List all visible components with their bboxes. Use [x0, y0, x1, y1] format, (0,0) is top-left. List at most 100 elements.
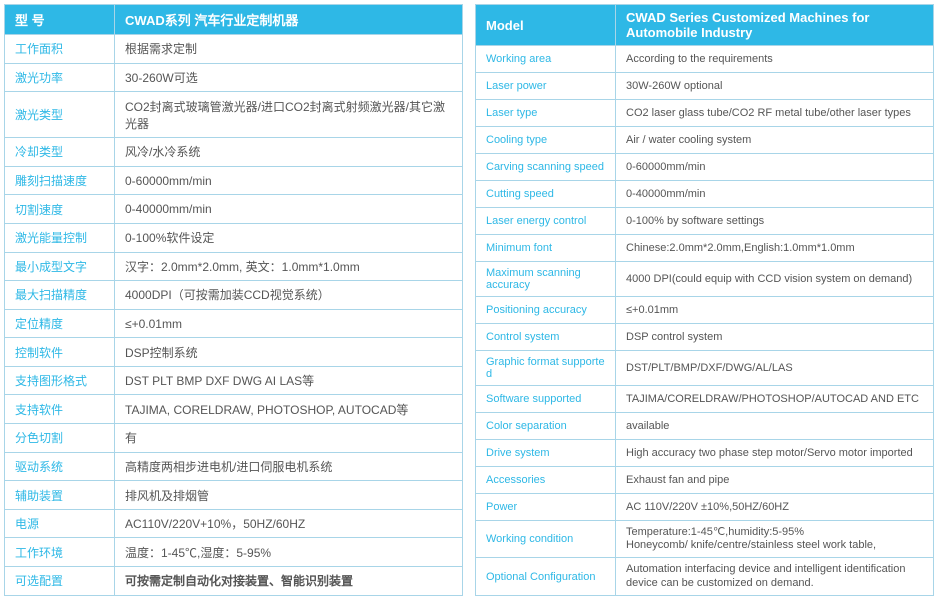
row-label: Working area: [476, 46, 616, 73]
row-label: 电源: [5, 509, 115, 538]
spec-table-cn: 型 号 CWAD系列 汽车行业定制机器 工作面积根据需求定制激光功率30-260…: [4, 4, 463, 596]
row-label: Carving scanning speed: [476, 154, 616, 181]
row-value: AC110V/220V+10%，50HZ/60HZ: [115, 509, 463, 538]
row-label: Minimum font: [476, 235, 616, 262]
table-row: 支持图形格式DST PLT BMP DXF DWG AI LAS等: [5, 366, 463, 395]
row-label: Power: [476, 494, 616, 521]
row-label: 最小成型文字: [5, 252, 115, 281]
spec-table-en: Model CWAD Series Customized Machines fo…: [475, 4, 934, 596]
row-value: 30W-260W optional: [616, 73, 934, 100]
table-row: Color separationavailable: [476, 413, 934, 440]
row-value: DST PLT BMP DXF DWG AI LAS等: [115, 366, 463, 395]
table-row: 冷却类型风冷/水冷系统: [5, 138, 463, 167]
row-label: 控制软件: [5, 338, 115, 367]
row-label: Maximum scanning accuracy: [476, 262, 616, 297]
row-value: DST/PLT/BMP/DXF/DWG/AL/LAS: [616, 351, 934, 386]
table-row: Software supportedTAJIMA/CORELDRAW/PHOTO…: [476, 386, 934, 413]
row-label: 最大扫描精度: [5, 281, 115, 310]
row-label: Accessories: [476, 467, 616, 494]
row-value: 4000 DPI(could equip with CCD vision sys…: [616, 262, 934, 297]
table-row: 驱动系统高精度两相步进电机/进口伺服电机系统: [5, 452, 463, 481]
row-label: 雕刻扫描速度: [5, 166, 115, 195]
row-value: Automation interfacing device and intell…: [616, 558, 934, 595]
row-label: 支持软件: [5, 395, 115, 424]
row-value: ≤+0.01mm: [616, 297, 934, 324]
row-label: 切割速度: [5, 195, 115, 224]
row-value: 4000DPI（可按需加装CCD视觉系统）: [115, 281, 463, 310]
table-row: 最小成型文字汉字：2.0mm*2.0mm, 英文：1.0mm*1.0mm: [5, 252, 463, 281]
row-value: DSP控制系统: [115, 338, 463, 367]
table-row: 激光类型CO2封离式玻璃管激光器/进口CO2封离式射频激光器/其它激光器: [5, 92, 463, 138]
table-row: Minimum fontChinese:2.0mm*2.0mm,English:…: [476, 235, 934, 262]
table-row: 工作面积根据需求定制: [5, 35, 463, 64]
row-label: 分色切割: [5, 424, 115, 453]
table-row: Laser energy control0-100% by software s…: [476, 208, 934, 235]
row-value: TAJIMA, CORELDRAW, PHOTOSHOP, AUTOCAD等: [115, 395, 463, 424]
row-label: Laser energy control: [476, 208, 616, 235]
row-label: Cooling type: [476, 127, 616, 154]
table-row: Working areaAccording to the requirement…: [476, 46, 934, 73]
table-row: 最大扫描精度4000DPI（可按需加装CCD视觉系统）: [5, 281, 463, 310]
row-value: 0-40000mm/min: [115, 195, 463, 224]
row-label: Laser power: [476, 73, 616, 100]
row-value: 0-100% by software settings: [616, 208, 934, 235]
header-value-en: CWAD Series Customized Machines for Auto…: [616, 5, 934, 46]
table-row: 控制软件DSP控制系统: [5, 338, 463, 367]
row-value: 风冷/水冷系统: [115, 138, 463, 167]
row-label: 支持图形格式: [5, 366, 115, 395]
table-body-cn: 工作面积根据需求定制激光功率30-260W可选激光类型CO2封离式玻璃管激光器/…: [5, 35, 463, 596]
row-value: 汉字：2.0mm*2.0mm, 英文：1.0mm*1.0mm: [115, 252, 463, 281]
row-value: 根据需求定制: [115, 35, 463, 64]
table-row: Cutting speed0-40000mm/min: [476, 181, 934, 208]
row-label: Positioning accuracy: [476, 297, 616, 324]
row-value: 有: [115, 424, 463, 453]
row-label: 工作环境: [5, 538, 115, 567]
table-row: 辅助装置排风机及排烟管: [5, 481, 463, 510]
row-value: According to the requirements: [616, 46, 934, 73]
table-row: Graphic format supporte dDST/PLT/BMP/DXF…: [476, 351, 934, 386]
row-value: available: [616, 413, 934, 440]
table-row: Carving scanning speed0-60000mm/min: [476, 154, 934, 181]
table-row: Maximum scanning accuracy4000 DPI(could …: [476, 262, 934, 297]
row-value: High accuracy two phase step motor/Servo…: [616, 440, 934, 467]
table-row: AccessoriesExhaust fan and pipe: [476, 467, 934, 494]
header-label-en: Model: [476, 5, 616, 46]
row-value: CO2 laser glass tube/CO2 RF metal tube/o…: [616, 100, 934, 127]
table-row: Laser typeCO2 laser glass tube/CO2 RF me…: [476, 100, 934, 127]
table-row: 定位精度≤+0.01mm: [5, 309, 463, 338]
row-value: 排风机及排烟管: [115, 481, 463, 510]
table-body-en: Working areaAccording to the requirement…: [476, 46, 934, 596]
table-row: 电源AC110V/220V+10%，50HZ/60HZ: [5, 509, 463, 538]
row-label: Drive system: [476, 440, 616, 467]
table-row: Working conditionTemperature:1-45℃,humid…: [476, 521, 934, 558]
row-value: 0-60000mm/min: [115, 166, 463, 195]
row-label: Software supported: [476, 386, 616, 413]
row-label: Control system: [476, 324, 616, 351]
row-label: 可选配置: [5, 567, 115, 596]
table-row: 工作环境温度：1-45℃,湿度：5-95%: [5, 538, 463, 567]
table-row: 雕刻扫描速度0-60000mm/min: [5, 166, 463, 195]
table-row: Control systemDSP control system: [476, 324, 934, 351]
row-value: CO2封离式玻璃管激光器/进口CO2封离式射频激光器/其它激光器: [115, 92, 463, 138]
table-row: PowerAC 110V/220V ±10%,50HZ/60HZ: [476, 494, 934, 521]
table-header-row: 型 号 CWAD系列 汽车行业定制机器: [5, 5, 463, 35]
row-value: 高精度两相步进电机/进口伺服电机系统: [115, 452, 463, 481]
table-row: 分色切割有: [5, 424, 463, 453]
row-value: 0-40000mm/min: [616, 181, 934, 208]
row-label: Optional Configuration: [476, 558, 616, 595]
row-label: Working condition: [476, 521, 616, 558]
table-row: 支持软件TAJIMA, CORELDRAW, PHOTOSHOP, AUTOCA…: [5, 395, 463, 424]
row-value: 0-100%软件设定: [115, 223, 463, 252]
row-value: DSP control system: [616, 324, 934, 351]
row-label: 驱动系统: [5, 452, 115, 481]
row-label: Laser type: [476, 100, 616, 127]
table-row: Optional ConfigurationAutomation interfa…: [476, 558, 934, 595]
row-value: 0-60000mm/min: [616, 154, 934, 181]
row-label: 定位精度: [5, 309, 115, 338]
row-label: 激光功率: [5, 63, 115, 92]
row-label: 辅助装置: [5, 481, 115, 510]
row-value: TAJIMA/CORELDRAW/PHOTOSHOP/AUTOCAD AND E…: [616, 386, 934, 413]
row-label: 激光类型: [5, 92, 115, 138]
row-value: AC 110V/220V ±10%,50HZ/60HZ: [616, 494, 934, 521]
table-row: 可选配置可按需定制自动化对接装置、智能识别装置: [5, 567, 463, 596]
